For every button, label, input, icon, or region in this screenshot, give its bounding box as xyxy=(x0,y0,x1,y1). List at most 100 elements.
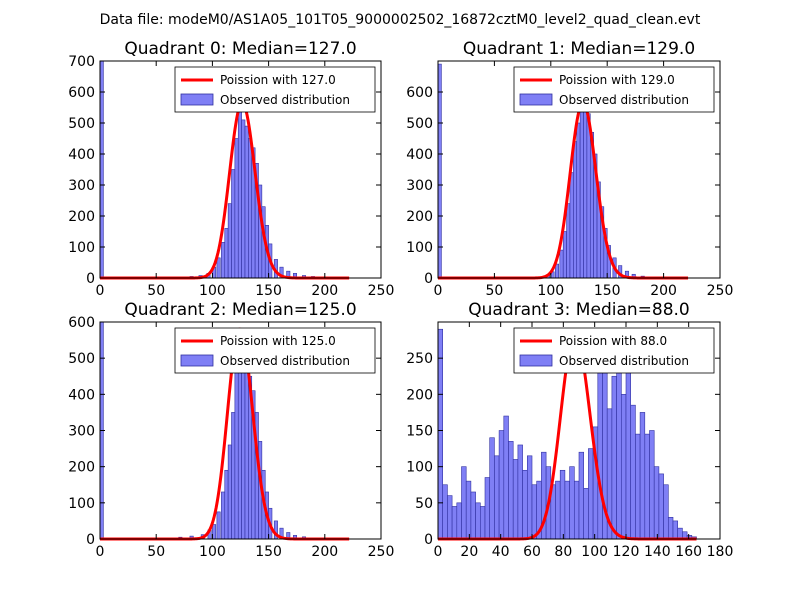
panel-quadrant-2: 0 50 100 150 200 250 0 100 200 300 400 500 600 Quadra… xyxy=(68,300,394,560)
y-tick-label: 200 xyxy=(406,387,433,403)
histogram-bar xyxy=(630,404,636,540)
histogram-bar xyxy=(579,110,584,279)
histogram-bar xyxy=(212,524,217,540)
y-tick-label: 100 xyxy=(68,496,95,512)
y-tick-label: 600 xyxy=(68,85,95,101)
histogram-bar xyxy=(231,412,236,540)
histogram-bar xyxy=(583,488,589,540)
histogram-bar xyxy=(566,203,571,279)
histogram-bar xyxy=(649,430,655,540)
legend-label-observed: Observed distribution xyxy=(559,354,689,368)
histogram-bar xyxy=(573,141,578,279)
histogram-bar xyxy=(494,455,500,540)
histogram-bar xyxy=(677,527,683,540)
legend-box xyxy=(513,327,715,374)
histogram-bar xyxy=(221,242,226,279)
y-tick-label: 300 xyxy=(406,178,433,194)
x-tick-label: 150 xyxy=(255,544,282,560)
panel-title: Quadrant 2: Median=125.0 xyxy=(124,300,356,320)
legend-bar-swatch xyxy=(180,354,214,367)
histogram-bar xyxy=(237,110,242,279)
x-tick-label: 180 xyxy=(707,544,734,560)
x-tick-label: 150 xyxy=(594,283,621,299)
legend-label-observed: Observed distribution xyxy=(559,93,689,107)
axes-frame xyxy=(99,60,382,279)
histogram-bar xyxy=(508,441,514,540)
x-tick-label: 200 xyxy=(311,544,338,560)
histogram-bar xyxy=(99,60,104,279)
x-tick-label: 0 xyxy=(96,283,105,299)
panel-title: Quadrant 0: Median=127.0 xyxy=(124,39,356,59)
y-tick-label: 0 xyxy=(424,532,433,548)
histogram-bar xyxy=(667,516,674,540)
x-tick-label: 50 xyxy=(147,283,165,299)
y-tick-label: 0 xyxy=(86,271,95,287)
histogram-bar xyxy=(216,511,221,540)
x-tick-label: 120 xyxy=(613,544,640,560)
histogram-bar xyxy=(447,495,453,540)
x-tick-label: 100 xyxy=(199,283,226,299)
histogram-bar xyxy=(578,451,584,540)
histogram-bar xyxy=(479,506,486,540)
x-tick-label: 80 xyxy=(554,544,572,560)
histogram-bar xyxy=(461,466,467,540)
histogram-bar xyxy=(437,328,443,540)
legend-label-observed: Observed distribution xyxy=(220,354,350,368)
x-tick-label: 100 xyxy=(537,283,564,299)
panel-quadrant-3: 0 20 40 60 80 100 120 140 160 180 0 50 100 150 200 250 Q… xyxy=(406,300,733,560)
x-tick-label: 100 xyxy=(581,544,608,560)
histogram-bar xyxy=(241,119,246,279)
histogram-bar xyxy=(489,437,495,540)
y-tick-label: 600 xyxy=(68,315,95,331)
y-tick-label: 500 xyxy=(406,116,433,132)
x-tick-label: 100 xyxy=(199,544,226,560)
histogram-bar xyxy=(644,433,650,540)
x-tick-label: 40 xyxy=(492,544,510,560)
y-tick-label: 500 xyxy=(68,351,95,367)
histogram-bar xyxy=(475,502,481,540)
histogram-bar xyxy=(531,484,537,540)
x-tick-label: 50 xyxy=(485,283,503,299)
y-tick-label: 250 xyxy=(406,351,433,367)
legend-label-observed: Observed distribution xyxy=(220,93,350,107)
histogram-bar xyxy=(512,459,519,540)
x-tick-label: 0 xyxy=(434,544,443,560)
histogram-bar xyxy=(586,113,591,279)
histogram-bar xyxy=(224,469,229,540)
histogram-bar xyxy=(635,433,641,540)
histogram-bar xyxy=(498,430,505,540)
y-tick-label: 500 xyxy=(68,116,95,132)
histogram-bar xyxy=(611,375,617,540)
histogram-bar xyxy=(234,372,239,540)
histogram-bar xyxy=(437,63,442,279)
y-tick-label: 200 xyxy=(68,460,95,476)
histogram-bar xyxy=(227,203,232,279)
histogram-bar xyxy=(248,138,253,279)
y-tick-label: 0 xyxy=(86,532,95,548)
x-tick-label: 140 xyxy=(644,544,671,560)
histogram-bar xyxy=(221,491,226,540)
histogram-bar xyxy=(569,466,575,540)
histogram-bar xyxy=(503,415,509,540)
histogram-bar xyxy=(451,506,458,540)
histogram-bar xyxy=(241,357,246,540)
histogram-bar xyxy=(227,444,232,540)
x-tick-label: 200 xyxy=(650,283,677,299)
y-tick-label: 300 xyxy=(68,178,95,194)
histogram-bar xyxy=(653,466,660,540)
x-tick-label: 20 xyxy=(460,544,478,560)
histogram-bar xyxy=(569,172,574,279)
legend-label-poisson: Poission with 127.0 xyxy=(220,73,336,87)
histogram-bar xyxy=(562,231,567,279)
histogram-bar xyxy=(639,412,646,540)
legend-bar-swatch xyxy=(519,354,553,367)
x-tick-label: 0 xyxy=(96,544,105,560)
x-tick-label: 60 xyxy=(523,544,541,560)
panel-title: Quadrant 3: Median=88.0 xyxy=(468,300,690,320)
histogram-bar xyxy=(620,394,627,540)
x-tick-label: 0 xyxy=(434,283,443,299)
x-tick-label: 50 xyxy=(147,544,165,560)
panel-quadrant-1: 0 50 100 150 200 250 0 100 200 300 400 500 600 Quadra… xyxy=(406,39,733,299)
legend-label-poisson: Poission with 129.0 xyxy=(559,73,675,87)
